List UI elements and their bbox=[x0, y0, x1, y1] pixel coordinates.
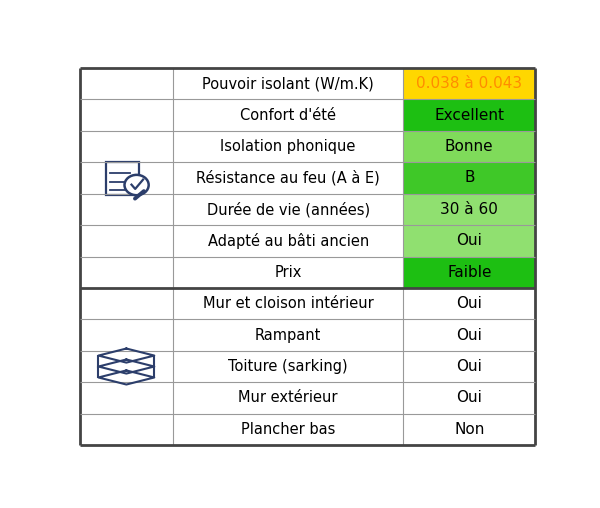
Text: Bonne: Bonne bbox=[445, 139, 494, 154]
Bar bbox=[80, 382, 173, 414]
Bar bbox=[80, 288, 173, 320]
Text: Adapté au bâti ancien: Adapté au bâti ancien bbox=[208, 233, 369, 249]
Text: Isolation phonique: Isolation phonique bbox=[220, 139, 356, 154]
Text: Excellent: Excellent bbox=[434, 108, 504, 122]
Text: Oui: Oui bbox=[457, 328, 482, 342]
Bar bbox=[80, 131, 173, 162]
Text: Oui: Oui bbox=[457, 233, 482, 248]
Text: Rampant: Rampant bbox=[255, 328, 322, 342]
Bar bbox=[403, 414, 535, 445]
Bar bbox=[173, 100, 403, 131]
Bar bbox=[403, 225, 535, 257]
Bar bbox=[173, 320, 403, 351]
Bar bbox=[80, 320, 173, 351]
Text: Confort d'été: Confort d'été bbox=[240, 108, 336, 122]
Text: Non: Non bbox=[454, 422, 484, 437]
Bar bbox=[403, 382, 535, 414]
Bar bbox=[173, 162, 403, 194]
Text: B: B bbox=[464, 171, 475, 185]
Text: Durée de vie (années): Durée de vie (années) bbox=[206, 202, 370, 217]
Bar bbox=[173, 68, 403, 100]
Bar bbox=[403, 100, 535, 131]
Bar bbox=[403, 131, 535, 162]
Bar bbox=[80, 257, 173, 288]
Bar bbox=[80, 414, 173, 445]
Text: Plancher bas: Plancher bas bbox=[241, 422, 335, 437]
Bar bbox=[403, 68, 535, 100]
Bar bbox=[403, 351, 535, 382]
Text: Mur et cloison intérieur: Mur et cloison intérieur bbox=[203, 296, 374, 311]
Bar bbox=[80, 68, 173, 100]
Bar bbox=[80, 100, 173, 131]
Circle shape bbox=[124, 175, 149, 195]
Bar bbox=[403, 257, 535, 288]
Bar bbox=[80, 162, 173, 194]
Text: Oui: Oui bbox=[457, 296, 482, 311]
Bar bbox=[403, 288, 535, 320]
Bar bbox=[173, 288, 403, 320]
Bar bbox=[173, 194, 403, 225]
Text: Oui: Oui bbox=[457, 391, 482, 405]
Text: Oui: Oui bbox=[457, 359, 482, 374]
Bar bbox=[173, 382, 403, 414]
Bar bbox=[403, 162, 535, 194]
Bar bbox=[173, 131, 403, 162]
Bar bbox=[173, 257, 403, 288]
Bar bbox=[106, 162, 139, 195]
Bar bbox=[173, 351, 403, 382]
Bar bbox=[173, 225, 403, 257]
Bar bbox=[80, 194, 173, 225]
Text: Résistance au feu (A à E): Résistance au feu (A à E) bbox=[196, 170, 380, 186]
Text: 0.038 à 0.043: 0.038 à 0.043 bbox=[416, 76, 523, 91]
Bar bbox=[173, 414, 403, 445]
Text: Mur extérieur: Mur extérieur bbox=[238, 391, 338, 405]
Text: Faible: Faible bbox=[447, 265, 491, 280]
Text: Toiture (sarking): Toiture (sarking) bbox=[229, 359, 348, 374]
Text: Pouvoir isolant (W/m.K): Pouvoir isolant (W/m.K) bbox=[202, 76, 374, 91]
Bar bbox=[80, 351, 173, 382]
Bar bbox=[80, 225, 173, 257]
Bar bbox=[403, 320, 535, 351]
Text: Prix: Prix bbox=[274, 265, 302, 280]
Text: 30 à 60: 30 à 60 bbox=[440, 202, 498, 217]
Bar bbox=[403, 194, 535, 225]
